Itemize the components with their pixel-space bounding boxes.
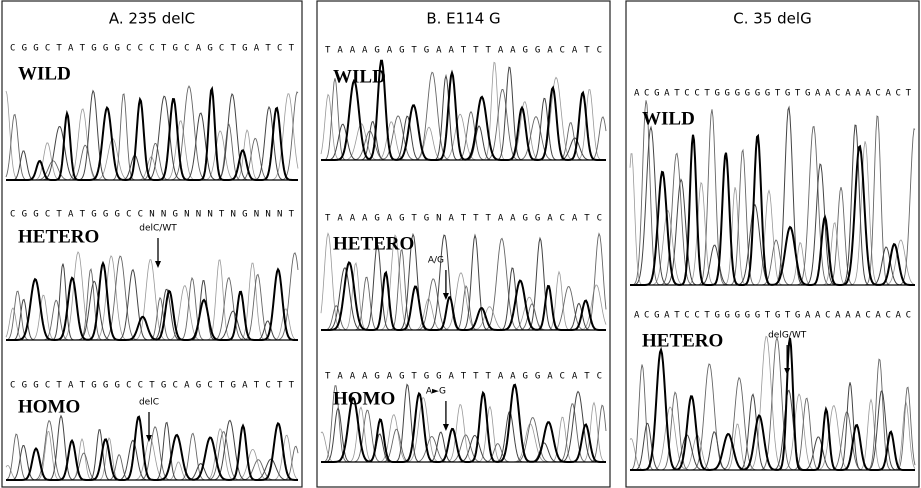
panel: A. 235 delC CGGCTATGGGCCCTGCAGCTGATCT WILD… (2, 1, 302, 487)
panel: C. 35 delG ACGATCCTGGGGGGTGTGAACAAACACT WI… (626, 1, 919, 487)
genotype-label: WILD (642, 108, 695, 129)
genotype-label: WILD (18, 63, 71, 84)
panel-title: C. 35 delG (733, 10, 811, 28)
genotype-label: HETERO (333, 233, 414, 254)
genotype-label: HETERO (642, 330, 723, 351)
chromatogram-trace (6, 91, 298, 180)
chromatogram-trace (630, 141, 915, 285)
arrow-head (784, 368, 790, 375)
sequence: ACGATCCTGGGGGGTGTGAACAAACACT (634, 89, 912, 99)
chromatogram-trace (6, 86, 298, 180)
sequence: CGGCTATGGGCCNNGNNNTNGNNNT (10, 210, 295, 220)
sequence: CGGCTATGGGCCTGCAGCTGATCTT (10, 381, 295, 391)
chromatogram-trace (6, 89, 298, 180)
sequence: ACGATCCTGGGGGTGTGAACAAACACAC (634, 311, 911, 321)
sequence: TAAAGAGTGNATTTAAGGACATC (325, 214, 602, 224)
arrow-head (443, 424, 449, 431)
genotype-label: WILD (333, 66, 386, 87)
chromatogram-trace (6, 91, 298, 180)
chromatogram-trace (6, 416, 298, 480)
genotype-label: HETERO (18, 226, 99, 247)
panel-title: A. 235 delC (109, 10, 195, 28)
annotation: A/G (428, 256, 444, 266)
sequence: TAAAGAGTGAATTTAAGGACATC (325, 46, 602, 56)
chromatogram-trace (6, 264, 298, 340)
panel: B. E114 G TAAAGAGTGAATTTAAGGACATC WILD TAAA… (317, 1, 610, 487)
figure: A. 235 delC CGGCTATGGGCCCTGCAGCTGATCT WILD… (0, 0, 921, 488)
panel-title: B. E114 G (426, 10, 500, 28)
genotype-label: HOMO (333, 388, 395, 409)
arrow-head (155, 261, 161, 268)
annotation: delC (139, 398, 159, 408)
sequence: CGGCTATGGGCCCTGCAGCTGATCT (10, 44, 295, 54)
genotype-label: HOMO (18, 396, 80, 417)
annotation: A►G (426, 387, 446, 397)
annotation: delG/WT (768, 331, 807, 341)
chromatogram-trace (6, 417, 298, 480)
annotation: delC/WT (139, 224, 177, 234)
sequence: TAAAGAGTGGATTTAAGGACATC (325, 372, 602, 382)
